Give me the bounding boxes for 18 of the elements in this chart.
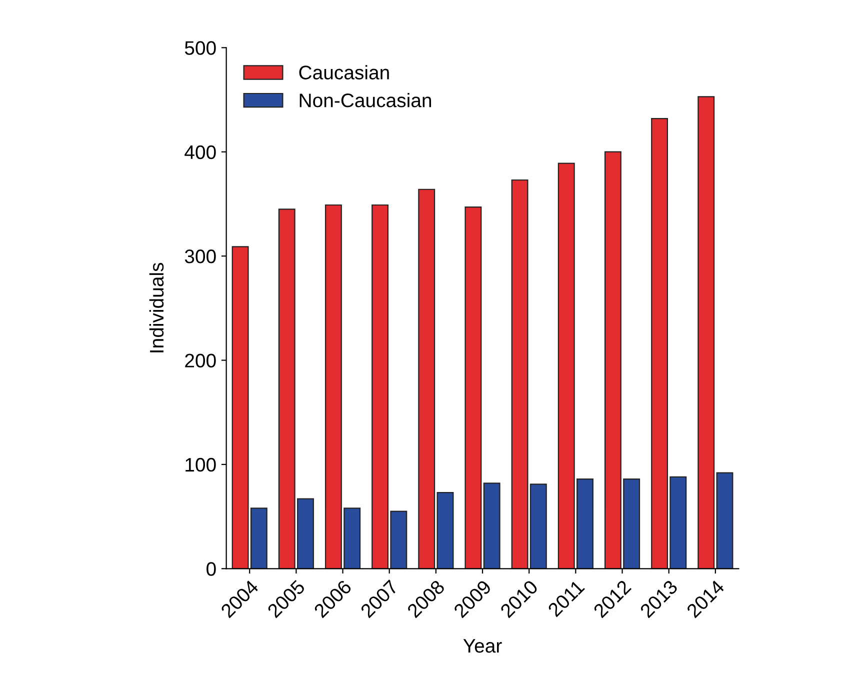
y-tick-label: 500 xyxy=(184,41,216,55)
y-tick-label: 200 xyxy=(185,354,216,368)
bar xyxy=(511,179,528,569)
y-tick-label: 300 xyxy=(184,250,216,264)
bar xyxy=(716,472,734,569)
y-tick-label: 100 xyxy=(186,458,216,472)
bar xyxy=(436,492,454,569)
legend-label: Non-Caucasian xyxy=(300,93,432,108)
bar xyxy=(418,188,436,569)
bar xyxy=(483,482,500,569)
x-axis-title: Year xyxy=(463,639,502,653)
legend-label: Caucasian xyxy=(299,65,389,80)
bar xyxy=(698,96,715,569)
y-tick-label: 400 xyxy=(184,145,216,160)
y-tick-label: 0 xyxy=(206,562,216,576)
y-axis-title: Individuals xyxy=(149,262,164,352)
bar xyxy=(530,484,547,569)
bar xyxy=(464,206,482,569)
